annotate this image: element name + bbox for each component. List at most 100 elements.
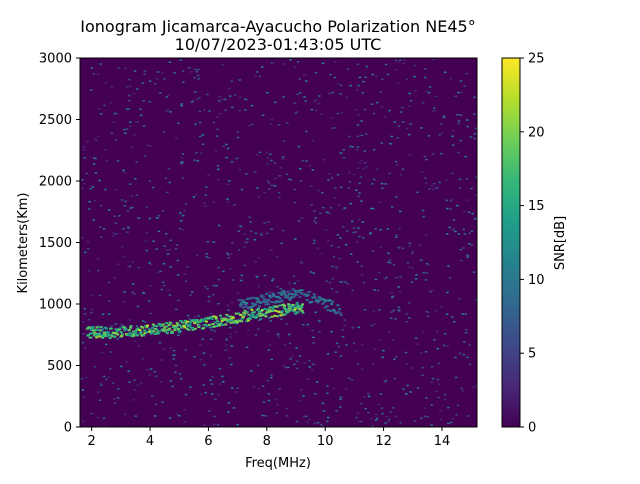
echo-cell	[164, 325, 168, 328]
noise-cell	[214, 150, 218, 152]
noise-cell	[328, 173, 331, 175]
noise-cell	[350, 378, 354, 381]
noise-cell	[243, 246, 246, 248]
noise-cell	[378, 272, 381, 274]
noise-cell	[391, 339, 395, 341]
noise-cell	[339, 280, 342, 283]
noise-cell	[340, 111, 344, 114]
noise-cell	[127, 227, 130, 229]
noise-cell	[276, 285, 279, 288]
noise-cell	[395, 403, 398, 406]
echo-cell	[288, 298, 292, 301]
echo-cell	[214, 316, 218, 319]
noise-cell	[154, 82, 157, 85]
noise-cell	[375, 413, 378, 416]
echo-cell	[303, 293, 307, 296]
noise-cell	[148, 101, 152, 103]
noise-cell	[379, 130, 382, 133]
noise-cell	[90, 412, 93, 415]
echo-cell	[264, 303, 268, 306]
noise-cell	[139, 108, 142, 111]
noise-cell	[460, 387, 463, 390]
noise-cell	[345, 230, 349, 232]
echo-cell	[167, 324, 171, 327]
noise-cell	[110, 363, 114, 366]
noise-cell	[258, 151, 262, 154]
echo-cell	[289, 292, 293, 295]
noise-cell	[300, 217, 304, 219]
noise-cell	[109, 101, 113, 104]
echo-cell	[252, 296, 256, 299]
echo-cell	[293, 307, 297, 310]
noise-cell	[458, 178, 462, 181]
noise-cell	[83, 307, 87, 310]
noise-cell	[272, 253, 276, 256]
noise-cell	[299, 388, 303, 391]
noise-cell	[158, 342, 162, 344]
noise-cell	[464, 155, 467, 158]
noise-cell	[475, 194, 477, 197]
noise-cell	[148, 262, 151, 264]
noise-cell	[85, 376, 88, 379]
noise-cell	[154, 410, 157, 413]
echo-cell	[282, 303, 286, 306]
noise-cell	[258, 75, 262, 77]
noise-cell	[229, 95, 232, 97]
noise-cell	[462, 354, 466, 356]
echo-cell	[276, 315, 280, 318]
noise-cell	[408, 245, 411, 247]
noise-cell	[208, 256, 211, 259]
noise-cell	[274, 177, 277, 179]
echo-cell	[176, 328, 180, 331]
noise-cell	[347, 377, 351, 380]
noise-cell	[259, 83, 263, 85]
noise-cell	[462, 229, 465, 231]
noise-cell	[293, 282, 297, 285]
noise-cell	[204, 285, 207, 288]
echo-cell	[283, 296, 287, 299]
noise-cell	[420, 417, 423, 420]
noise-cell	[464, 313, 467, 315]
noise-cell	[343, 324, 347, 327]
noise-cell	[295, 420, 299, 423]
noise-cell	[81, 420, 85, 423]
noise-cell	[149, 368, 153, 370]
noise-cell	[365, 65, 369, 68]
echo-cell	[205, 325, 209, 328]
noise-cell	[266, 157, 270, 159]
noise-cell	[345, 344, 348, 346]
echo-cell	[275, 299, 279, 302]
echo-cell	[287, 290, 291, 293]
noise-cell	[358, 76, 362, 79]
echo-cell	[259, 302, 263, 305]
noise-cell	[423, 76, 427, 79]
noise-cell	[406, 384, 409, 387]
noise-cell	[80, 377, 84, 380]
noise-cell	[349, 84, 352, 87]
noise-cell	[462, 247, 465, 249]
noise-cell	[151, 186, 155, 189]
echo-cell	[151, 326, 155, 329]
noise-cell	[217, 178, 220, 181]
echo-cell	[332, 309, 336, 312]
noise-cell	[372, 112, 376, 115]
noise-cell	[180, 156, 184, 159]
noise-cell	[244, 109, 247, 111]
noise-cell	[408, 242, 412, 245]
noise-cell	[111, 324, 114, 327]
noise-cell	[471, 212, 474, 215]
noise-cell	[100, 236, 103, 238]
noise-cell	[397, 306, 401, 308]
noise-cell	[155, 78, 159, 80]
noise-cell	[183, 420, 187, 423]
echo-cell	[291, 303, 295, 306]
noise-cell	[337, 345, 341, 348]
noise-cell	[355, 241, 359, 243]
noise-cell	[203, 424, 206, 426]
noise-cell	[446, 207, 449, 210]
noise-cell	[230, 363, 233, 366]
echo-cell	[113, 335, 117, 338]
noise-cell	[217, 224, 221, 227]
noise-cell	[387, 270, 391, 273]
